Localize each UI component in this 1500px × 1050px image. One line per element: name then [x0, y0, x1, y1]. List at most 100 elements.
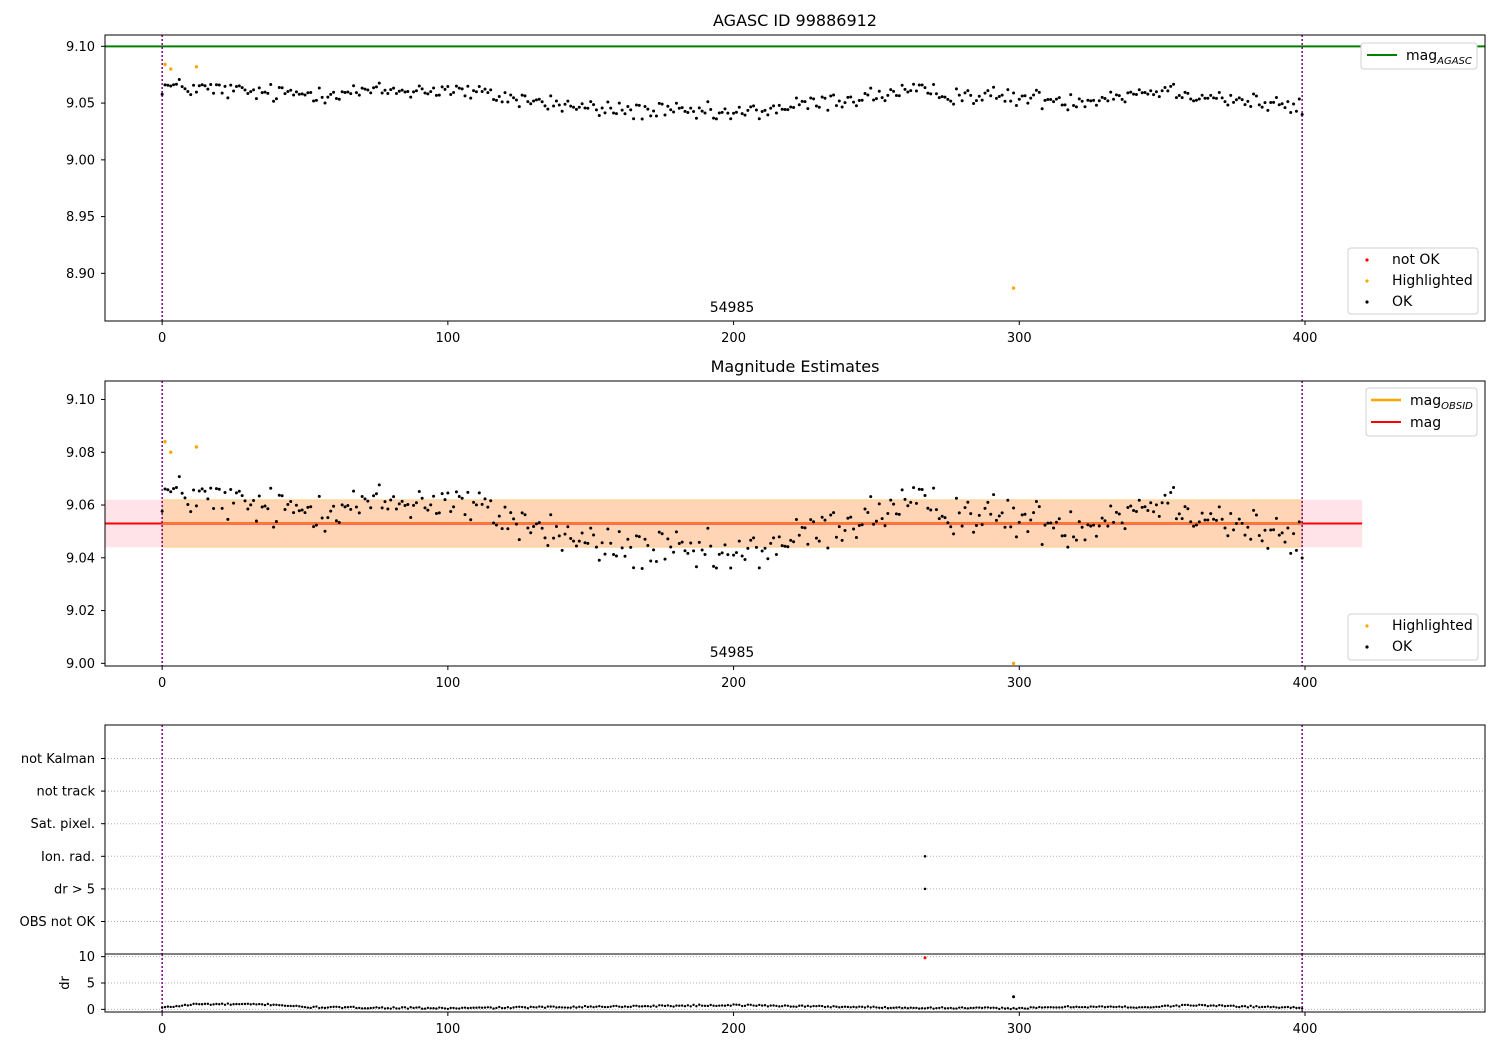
panel1-ok-point: [254, 97, 258, 101]
panel2-ok-point: [437, 511, 441, 515]
panel1-ok-point: [757, 117, 761, 121]
dr-point: [403, 1006, 407, 1009]
dr-point: [260, 1003, 264, 1006]
panel2-ok-point: [1252, 508, 1256, 512]
dr-point: [1200, 1003, 1204, 1007]
legend-not-ok-label: not OK: [1392, 252, 1440, 268]
panel1-ok-point: [583, 106, 587, 110]
panel2-ok-point: [392, 495, 396, 499]
panel1-ok-point: [1277, 103, 1281, 107]
panel1-ok-point: [320, 95, 324, 99]
panel1-ok-point: [892, 89, 896, 93]
panel1-ok-point: [803, 100, 807, 104]
panel2-ok-point: [834, 535, 838, 539]
panel1-ok-point: [1280, 102, 1284, 106]
panel2-ok-point: [377, 483, 381, 487]
dr-point: [615, 1004, 618, 1008]
dr-point: [932, 1007, 935, 1010]
dr-point: [412, 1006, 415, 1010]
panel2-ok-point: [660, 532, 664, 536]
dr-point: [329, 1005, 332, 1009]
panel2-ok-point: [1189, 520, 1193, 524]
panel2-ok-point: [680, 540, 684, 544]
panel2-highlighted-point: [163, 439, 167, 444]
panel1-ok-point: [326, 95, 330, 99]
panel2-ok-point: [1129, 504, 1133, 508]
dr-point: [1089, 1005, 1092, 1008]
panel1-ok-point: [680, 106, 684, 110]
panel2-highlighted-point: [194, 445, 199, 449]
dr-point: [326, 1006, 330, 1009]
panel2-ok-point: [883, 524, 887, 528]
dr-point: [952, 1007, 955, 1010]
legend-mag-agasc-subscript: AGASC: [1436, 56, 1472, 67]
panel1-ok-point: [1134, 93, 1138, 97]
panel2-ok-point: [1197, 520, 1201, 524]
panel1-ok-point: [1297, 97, 1301, 101]
dr-point: [503, 1006, 507, 1010]
panel2-ok-point: [774, 552, 778, 556]
panel2-ok-point: [957, 511, 961, 515]
dr-point: [946, 1007, 950, 1010]
dr-point: [220, 1002, 224, 1005]
panel1-ok-point: [1209, 93, 1213, 97]
dr-point: [1146, 1006, 1150, 1009]
panel2-ok-point: [963, 506, 967, 510]
dr-point: [1263, 1005, 1267, 1009]
panel1-ok-point: [952, 102, 956, 106]
panel2-ok-point: [1217, 505, 1221, 509]
dr-point: [1023, 1007, 1027, 1010]
panel1-ok-point: [226, 96, 230, 100]
panel1-ok-point: [594, 108, 598, 112]
dr-point: [729, 1004, 732, 1007]
dr-point: [1212, 1004, 1215, 1007]
legend-ok-label: OK: [1392, 639, 1413, 655]
panel1-ok-point: [1114, 93, 1118, 97]
panel1-ok-point: [414, 89, 418, 93]
panel1-ok-point: [166, 83, 170, 87]
dr-point: [618, 1005, 621, 1008]
dr-point: [652, 1004, 655, 1007]
panel2-ok-point: [266, 507, 270, 511]
panel1-ok-point: [406, 90, 410, 94]
dr-point: [1255, 1004, 1258, 1008]
dr-point: [286, 1004, 290, 1008]
dr-point: [1258, 1006, 1261, 1009]
panel1-ok-point: [577, 105, 581, 109]
panel1-ok-point: [989, 94, 993, 98]
dr-point: [1000, 1006, 1004, 1009]
panel2-ok-point: [872, 522, 876, 526]
panel2-ok-point: [806, 542, 810, 546]
dr-point: [458, 1007, 461, 1010]
dr-point: [1112, 1005, 1115, 1009]
dr-point: [546, 1005, 550, 1008]
panel1-ok-point: [1266, 108, 1270, 112]
panel1-ok-point: [1252, 92, 1256, 96]
panel1-y-tick-label: 9.00: [66, 153, 95, 168]
panel1-ok-point: [300, 92, 304, 96]
panel1-ok-point: [432, 86, 436, 90]
dr-point: [266, 1002, 270, 1006]
panel1-ok-point: [332, 90, 336, 94]
panel1-ok-point: [1023, 94, 1027, 98]
panel2-ok-point: [997, 514, 1001, 518]
panel1-ok-point: [672, 110, 676, 114]
panel2-ok-point: [1160, 501, 1164, 505]
panel1-y-tick-label: 8.90: [66, 267, 95, 282]
dr-point: [675, 1004, 678, 1007]
panel2-ok-point: [740, 554, 744, 558]
dr-point: [449, 1006, 452, 1010]
panel2-ok-point: [560, 548, 564, 552]
dr-point: [418, 1006, 421, 1009]
panel1-ok-point: [352, 84, 356, 88]
dr-point: [1026, 1007, 1030, 1010]
dr-point: [760, 1004, 764, 1007]
panel2-ok-point: [609, 541, 613, 545]
panel2-ok-point: [1112, 520, 1116, 524]
panel1-ok-point: [294, 90, 298, 94]
dr-point: [1003, 1007, 1007, 1010]
panel-agasc: AGASC ID 99886912 0 100 200 300 400 8.90 8.95…: [66, 11, 1486, 346]
panel2-ok-point: [172, 487, 176, 491]
panel2-ok-point: [1294, 548, 1298, 552]
panel1-ok-point: [1066, 108, 1070, 112]
